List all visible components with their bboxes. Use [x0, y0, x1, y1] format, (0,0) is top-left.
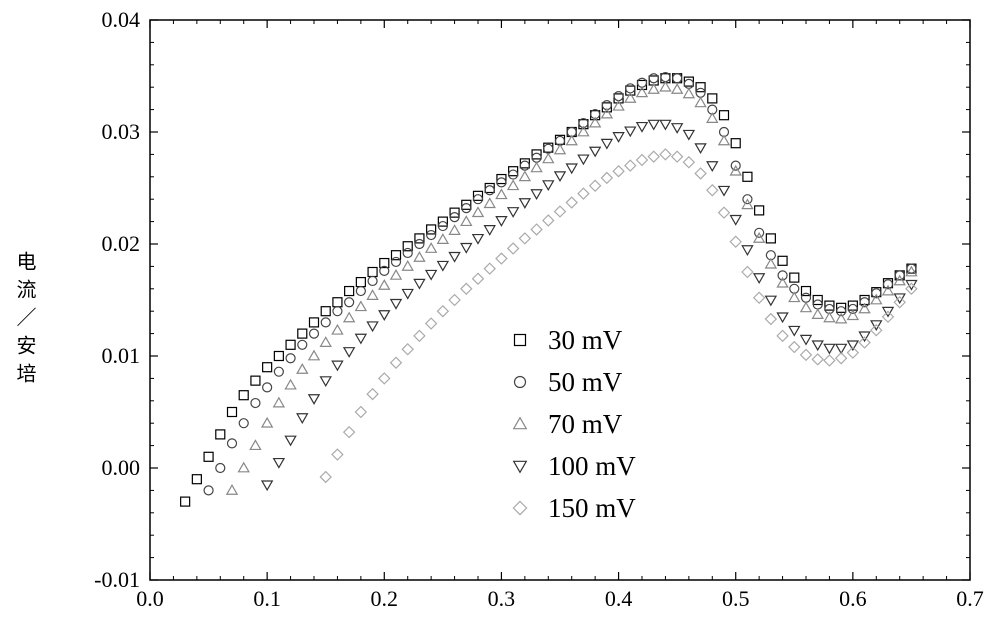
svg-text:0.5: 0.5 — [722, 586, 750, 611]
svg-text:0.1: 0.1 — [253, 586, 281, 611]
svg-text:0.3: 0.3 — [488, 586, 516, 611]
svg-text:0.01: 0.01 — [102, 343, 141, 368]
svg-text:0.03: 0.03 — [102, 119, 141, 144]
chart-container: 电流／安培 0.00.10.20.30.40.50.60.7-0.010.000… — [0, 0, 1000, 642]
svg-text:0.7: 0.7 — [956, 586, 984, 611]
svg-text:0.04: 0.04 — [102, 7, 141, 32]
svg-text:150 mV: 150 mV — [548, 493, 636, 523]
scatter-plot: 0.0 0.1 0.2 0.3 0.4 0.5 0.6 0.7 -0.01 0.00 0.01 0.0… — [0, 0, 1000, 642]
svg-text:0.4: 0.4 — [605, 586, 633, 611]
y-axis-label: 电流／安培 — [10, 251, 39, 391]
svg-text:0.0: 0.0 — [136, 586, 164, 611]
svg-text:0.2: 0.2 — [371, 586, 399, 611]
svg-text:30 mV: 30 mV — [548, 325, 623, 355]
svg-text:0.02: 0.02 — [102, 231, 141, 256]
svg-text:50 mV: 50 mV — [548, 367, 623, 397]
svg-text:0.6: 0.6 — [839, 586, 867, 611]
svg-text:100 mV: 100 mV — [548, 451, 636, 481]
svg-text:0.00: 0.00 — [102, 455, 141, 480]
svg-text:70 mV: 70 mV — [548, 409, 623, 439]
svg-text:-0.01: -0.01 — [94, 567, 140, 592]
